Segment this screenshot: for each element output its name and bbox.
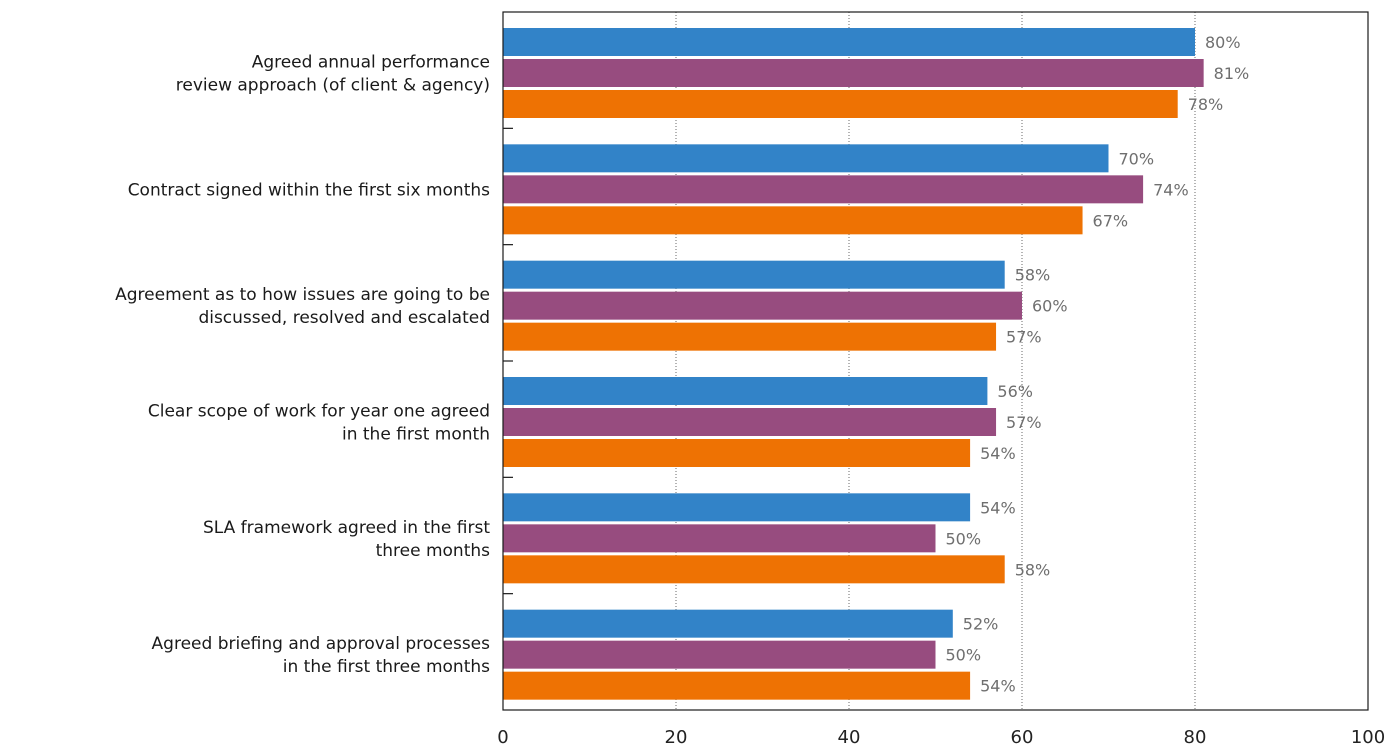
bar [503, 408, 997, 436]
bar [503, 175, 1144, 204]
bar [503, 493, 971, 522]
bar [503, 322, 997, 351]
category-label-line: Contract signed within the first six mon… [128, 180, 490, 200]
category-label: Agreed annual performance review approach… [176, 53, 490, 96]
axis-ticks [503, 127, 513, 595]
category-label-line: Agreement as to how issues are going to … [115, 285, 490, 305]
bar [503, 144, 1109, 173]
x-tick-label: 100 [1351, 727, 1384, 748]
data-label: 60% [1032, 297, 1068, 316]
category-label-line: in the first three months [283, 657, 490, 677]
data-label: 57% [1006, 328, 1042, 347]
bar [503, 260, 1005, 289]
category-label-line: discussed, resolved and escalated [198, 308, 490, 328]
bar [503, 555, 1005, 584]
data-label: 56% [997, 382, 1033, 401]
category-label-line: three months [376, 541, 491, 561]
category-label: Clear scope of work for year one agreed i… [148, 402, 490, 445]
bar [503, 609, 953, 638]
data-label: 54% [980, 677, 1016, 696]
bar [503, 206, 1083, 235]
data-label: 58% [1015, 560, 1051, 579]
data-label: 80% [1205, 33, 1241, 52]
bar [503, 640, 936, 669]
data-label: 52% [963, 615, 999, 634]
data-label: 57% [1006, 413, 1042, 432]
bars [503, 28, 1204, 700]
category-label-line: Agreed briefing and approval processes [152, 634, 491, 654]
bar [503, 671, 971, 700]
category-label-line: review approach (of client & agency) [176, 76, 490, 96]
bar [503, 28, 1195, 56]
category-label-line: Clear scope of work for year one agreed [148, 402, 490, 422]
x-tick-label: 0 [497, 727, 508, 748]
category-label-line: in the first month [342, 425, 490, 445]
bar [503, 524, 936, 553]
category-label: SLA framework agreed in the first three m… [203, 518, 490, 561]
bar [503, 59, 1204, 87]
data-label: 70% [1119, 149, 1155, 168]
data-label: 50% [946, 529, 982, 548]
x-tick-label: 60 [1011, 727, 1034, 748]
bar [503, 439, 971, 467]
x-axis-tick-labels: 0 20 40 60 80 100 [497, 727, 1384, 748]
category-label: Contract signed within the first six mon… [128, 180, 490, 200]
bar [503, 291, 1022, 320]
bar [503, 377, 988, 405]
category-label: Agreement as to how issues are going to … [115, 285, 490, 328]
data-label: 50% [946, 646, 982, 665]
data-label: 58% [1015, 266, 1051, 285]
data-label: 54% [980, 444, 1016, 463]
data-labels: 80% 70% 58% 56% 54% 52% 81% 74% 60% 57% 50% 50% 78% 6… [946, 33, 1250, 696]
data-label: 67% [1093, 211, 1129, 230]
data-label: 81% [1214, 64, 1250, 83]
category-label-line: Agreed annual performance [252, 53, 490, 73]
bar [503, 90, 1178, 118]
data-label: 54% [980, 498, 1016, 517]
x-tick-label: 80 [1184, 727, 1207, 748]
data-label: 74% [1153, 180, 1189, 199]
x-tick-label: 20 [665, 727, 688, 748]
data-label: 78% [1188, 95, 1224, 114]
grid-lines [675, 12, 1196, 710]
x-tick-label: 40 [838, 727, 861, 748]
category-label: Agreed briefing and approval processes in… [152, 634, 491, 677]
category-labels: Agreed annual performance review approach… [115, 53, 490, 678]
category-label-line: SLA framework agreed in the first [203, 518, 490, 538]
